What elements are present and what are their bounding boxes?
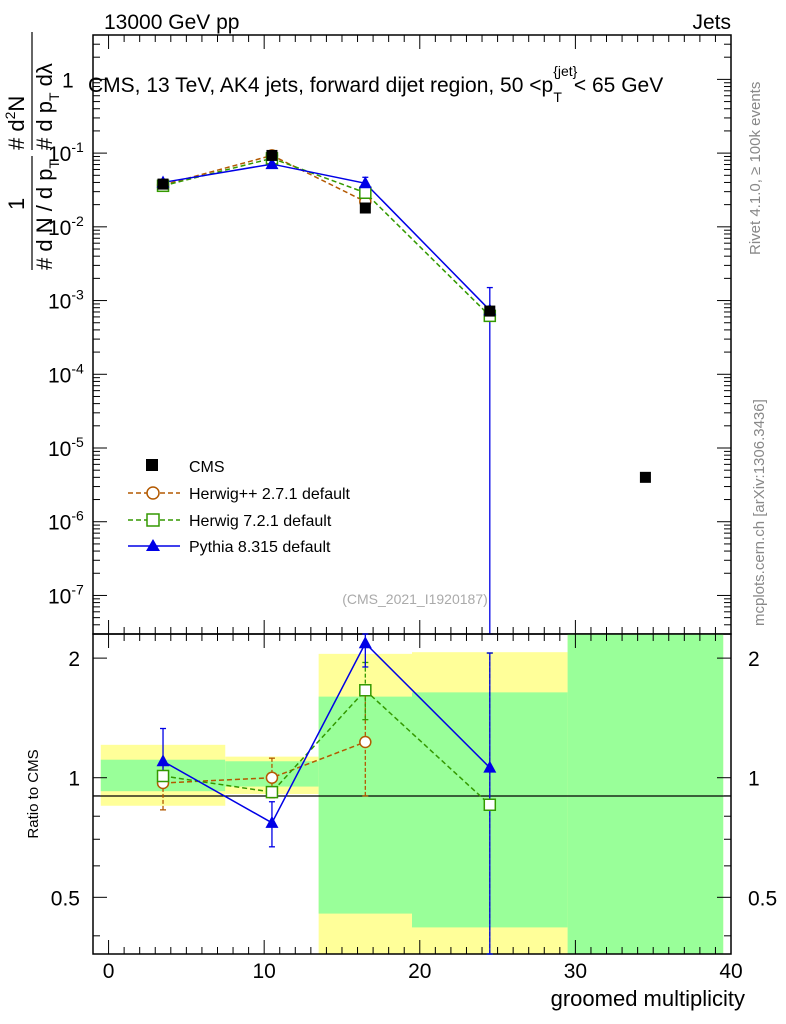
main-marker-cms xyxy=(266,149,278,161)
main-y-label: 1 # d N / d pT # d2N # d pT dλ xyxy=(2,32,62,270)
svg-text:1: 1 xyxy=(4,198,29,210)
main-marker-cms xyxy=(157,178,169,190)
legend-label-herwigpp: Herwig++ 2.7.1 default xyxy=(189,486,351,503)
y-tick-label: 10-6 xyxy=(48,508,84,535)
svg-text:# d2N: # d2N xyxy=(2,96,29,150)
legend-marker-herwigpp xyxy=(146,486,160,500)
main-marker-cms xyxy=(484,305,496,317)
x-tick-label: 10 xyxy=(252,960,275,983)
ratio-marker-herwig7 xyxy=(483,798,497,811)
ratio-plot-frame xyxy=(92,633,732,955)
ratio-marker-herwigpp xyxy=(265,771,279,784)
main-series-layer xyxy=(156,149,651,635)
main-line-pythia xyxy=(162,163,491,311)
legend-marker-pythia xyxy=(146,539,160,551)
ratio-axes: 0.5 0.51 12 20 10 20 30 40 xyxy=(51,634,777,983)
y-tick-label: 10-4 xyxy=(48,360,84,387)
x-tick-label: 20 xyxy=(408,960,431,983)
ratio-y-tick-label-right: 2 xyxy=(748,648,760,671)
svg-text:# d N / d pT: # d N / d pT xyxy=(32,159,62,270)
main-line-herwigpp xyxy=(162,154,366,203)
legend-label-cms: CMS xyxy=(189,459,225,476)
ratio-y-tick-label-left: 2 xyxy=(68,648,80,671)
main-marker-herwig7 xyxy=(359,186,372,199)
mcplots-label: mcplots.cern.ch [arXiv:1306.3436] xyxy=(751,399,768,626)
y-tick-label: 10-2 xyxy=(48,213,84,240)
main-marker-pythia xyxy=(265,157,279,170)
main-marker-cms xyxy=(359,202,371,214)
ratio-line-pythia xyxy=(162,641,491,824)
ratio-y-tick-label-right: 1 xyxy=(748,768,760,791)
ratio-marker-pythia xyxy=(156,754,170,767)
legend-marker-cms xyxy=(146,459,158,471)
ratio-uncertainty-bands xyxy=(100,634,724,954)
ratio-marker-herwig7 xyxy=(359,684,372,697)
y-tick-label: 10-7 xyxy=(48,581,84,608)
header-left: 13000 GeV pp xyxy=(104,11,239,34)
band-inner xyxy=(567,634,724,954)
main-title: CMS, 13 TeV, AK4 jets, forward dijet reg… xyxy=(88,63,663,105)
ratio-y-tick-label-left: 1 xyxy=(68,768,80,791)
ratio-marker-pythia xyxy=(483,760,497,773)
legend-label-pythia: Pythia 8.315 default xyxy=(189,539,331,556)
y-tick-label: 1 xyxy=(62,69,74,92)
ratio-series-layer xyxy=(156,633,497,955)
ratio-marker-pythia xyxy=(358,636,372,649)
x-axis-label: groomed multiplicity xyxy=(551,986,745,1011)
main-y-axis: 10-7 10-6 10-5 10-4 10-3 10-2 10-1 1 xyxy=(48,34,732,635)
ratio-y-label: Ratio to CMS xyxy=(25,749,42,838)
main-line-herwig7 xyxy=(162,157,491,317)
svg-text:# d pT dλ: # d pT dλ xyxy=(32,63,62,150)
main-marker-pythia xyxy=(358,176,372,189)
y-tick-label: 10-5 xyxy=(48,434,84,461)
main-marker-cms xyxy=(639,471,651,483)
ratio-line-herwig7 xyxy=(162,689,491,806)
rivet-label: Rivet 4.1.0, ≥ 100k events xyxy=(747,82,764,255)
x-tick-label: 30 xyxy=(564,960,587,983)
header-right: Jets xyxy=(692,11,731,34)
legend-marker-herwig7 xyxy=(146,513,160,527)
ratio-marker-pythia xyxy=(265,815,279,828)
y-tick-label: 10-1 xyxy=(48,139,84,166)
x-tick-label: 0 xyxy=(103,960,115,983)
ratio-y-tick-label-right: 0.5 xyxy=(748,887,777,910)
watermark: (CMS_2021_I1920187) xyxy=(342,591,488,607)
legend: CMS Herwig++ 2.7.1 default Herwig 7.2.1 … xyxy=(128,459,351,556)
ratio-marker-herwig7 xyxy=(265,785,279,799)
y-tick-label: 10-3 xyxy=(48,287,84,314)
ratio-marker-herwig7 xyxy=(156,769,170,783)
legend-label-herwig7: Herwig 7.2.1 default xyxy=(189,513,332,530)
ratio-y-tick-label-left: 0.5 xyxy=(51,887,80,910)
x-tick-label: 40 xyxy=(719,960,742,983)
ratio-marker-herwigpp xyxy=(359,735,372,749)
